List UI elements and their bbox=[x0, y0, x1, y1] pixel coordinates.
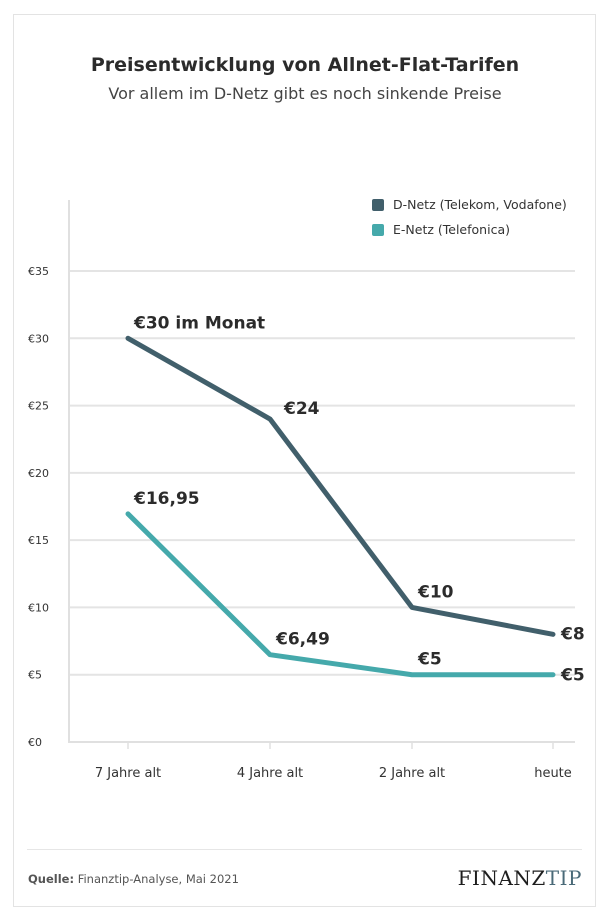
y-tick-label: €20 bbox=[28, 467, 49, 480]
legend-label-e-netz: E-Netz (Telefonica) bbox=[393, 222, 510, 237]
legend-label-d-netz: D-Netz (Telekom, Vodafone) bbox=[393, 197, 567, 212]
data-label: €6,49 bbox=[275, 630, 330, 650]
series-line-e-netz bbox=[125, 511, 556, 678]
y-tick-label: €30 bbox=[28, 332, 49, 345]
legend-swatch-e-netz bbox=[372, 223, 384, 236]
legend-swatch-d-netz bbox=[372, 198, 384, 211]
footer-divider bbox=[27, 849, 582, 850]
source-note: Quelle: Finanztip-Analyse, Mai 2021 bbox=[28, 872, 239, 886]
x-tick-label: 7 Jahre alt bbox=[95, 766, 161, 781]
data-label: €16,95 bbox=[133, 489, 200, 509]
x-tick-label: 4 Jahre alt bbox=[237, 766, 303, 781]
data-label: €24 bbox=[283, 399, 320, 419]
y-tick-label: €10 bbox=[28, 601, 49, 614]
y-tick-label: €0 bbox=[28, 736, 42, 749]
y-tick-label: €5 bbox=[28, 669, 42, 682]
data-label: €5 bbox=[417, 650, 442, 670]
logo-part-finanz: FINANZ bbox=[457, 866, 546, 890]
source-text: Finanztip-Analyse, Mai 2021 bbox=[77, 872, 239, 886]
chart-title: Preisentwicklung von Allnet-Flat-Tarifen bbox=[90, 54, 520, 76]
y-tick-label: €35 bbox=[28, 265, 49, 278]
finanztip-logo: FINANZTIP bbox=[458, 866, 582, 890]
data-label: €5 bbox=[560, 666, 585, 686]
data-label: €30 im Monat bbox=[133, 313, 265, 333]
logo-part-tip: TIP bbox=[545, 866, 582, 890]
legend-item-e-netz: E-Netz (Telefonica) bbox=[372, 217, 567, 242]
data-label: €10 bbox=[417, 582, 454, 602]
chart-card bbox=[13, 14, 596, 907]
y-tick-label: €15 bbox=[28, 534, 49, 547]
legend-item-d-netz: D-Netz (Telekom, Vodafone) bbox=[372, 192, 567, 217]
series-line-d-netz bbox=[125, 335, 556, 637]
chart-subtitle: Vor allem im D-Netz gibt es noch sinkend… bbox=[108, 84, 502, 103]
data-label: €8 bbox=[560, 624, 585, 644]
source-label: Quelle: bbox=[28, 872, 75, 886]
y-tick-label: €25 bbox=[28, 400, 49, 413]
legend: D-Netz (Telekom, Vodafone) E-Netz (Telef… bbox=[372, 192, 567, 242]
x-tick-label: 2 Jahre alt bbox=[379, 766, 445, 781]
x-tick-label: heute bbox=[534, 766, 572, 781]
